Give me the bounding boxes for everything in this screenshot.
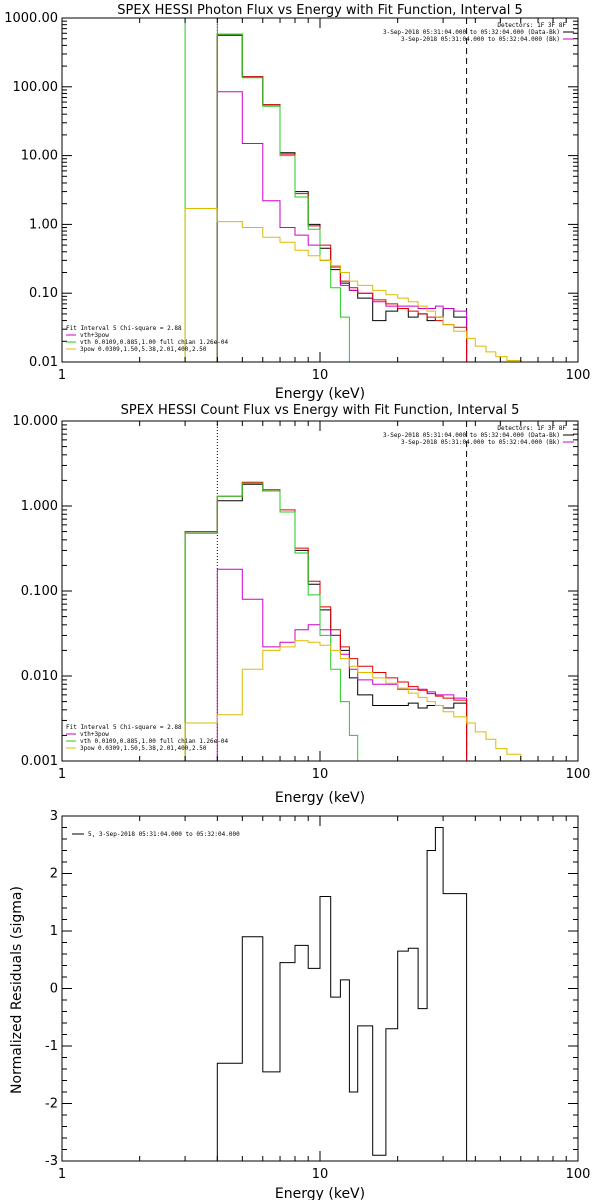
y-tick-label: 1.000 (21, 499, 58, 514)
x-tick-label: 10 (312, 767, 329, 782)
count-flux-x-axis-label: Energy (keV) (275, 790, 365, 806)
y-tick-label: 1000.00 (4, 11, 58, 26)
plot-area (184, 421, 539, 761)
y-tick-label: 0.01 (29, 355, 58, 370)
legend-entry-label: vth 0.0109,0.885,1.00 full chian 1.26e-0… (80, 738, 228, 745)
residuals-plot: 1 10 100 -3 -2 -1 0 1 2 3 5, 3-Sep-2018 05:31:04.0… (45, 809, 590, 1182)
y-tick-label: 0.001 (21, 754, 58, 769)
legend-top-entry-label: 3-Sep-2018 05:31:04.000 to 05:32:04.000 … (383, 432, 560, 439)
x-tick-label: 100 (566, 1167, 591, 1182)
series-residual (216, 827, 468, 1161)
legend-entry-label: 5, 3-Sep-2018 05:31:04.000 to 05:32:04.0… (88, 831, 240, 838)
x-tick-label: 100 (566, 767, 591, 782)
y-tick-label: -3 (45, 1154, 58, 1169)
x-tick-label: 1 (58, 368, 66, 383)
y-tick-label: 1 (50, 924, 58, 939)
series-vth (184, 482, 374, 761)
count-flux-panel: SPEX HESSI Count Flux vs Energy with Fit… (13, 403, 591, 806)
legend-entry-label: vth 0.0109,0.885,1.00 full chian 1.26e-0… (80, 339, 228, 346)
plot-area (216, 827, 468, 1161)
series-vth-3pow (184, 481, 468, 761)
legend-entry-label: vth+3pow (80, 731, 109, 738)
count-flux-title: SPEX HESSI Count Flux vs Energy with Fit… (121, 403, 520, 418)
y-tick-label: 0.100 (21, 584, 58, 599)
x-axis: 1 10 100 (58, 421, 591, 782)
fit-interval-label: Fit Interval 5 Chi-square = 2.88 (66, 724, 182, 731)
series-vth (216, 33, 350, 362)
y-tick-label: 100.00 (13, 80, 59, 95)
legend-entry-label: 3pow 0.0309,1.50,5.38,2.01,400,2.50 (80, 346, 207, 353)
y-tick-label: 0 (50, 982, 58, 997)
detectors-label: Detectors: 1F 3F 8F (497, 425, 566, 432)
y-axis: -3 -2 -1 0 1 2 3 (45, 809, 578, 1169)
x-axis: 1 10 100 (58, 18, 591, 383)
plot-area (184, 18, 522, 362)
photon-flux-title: SPEX HESSI Photon Flux vs Energy with Fi… (117, 3, 523, 18)
x-axis: 1 10 100 (58, 816, 591, 1182)
y-tick-label: 2 (50, 867, 58, 882)
legend-top-entry-label: 3-Sep-2018 05:31:04.000 to 05:32:04.000 … (383, 29, 560, 36)
series-3pow (184, 208, 522, 362)
photon-flux-panel: SPEX HESSI Photon Flux vs Energy with Fi… (4, 3, 590, 402)
y-tick-label: 3 (50, 809, 58, 824)
x-tick-label: 10 (312, 368, 329, 383)
y-tick-label: -1 (45, 1039, 58, 1054)
series-bk (216, 91, 468, 362)
count-flux-plot: 1 10 100 0.001 0.010 0.100 1.000 10.000 Detector… (13, 414, 591, 782)
y-tick-label: -2 (45, 1097, 58, 1112)
y-tick-label: 0.010 (21, 669, 58, 684)
legend-top-entry-label: 3-Sep-2018 05:31:04.000 to 05:32:04.000 … (401, 439, 560, 446)
y-tick-label: 10.00 (21, 149, 58, 164)
y-tick-label: 10.000 (13, 414, 59, 429)
x-tick-label: 1 (58, 1167, 66, 1182)
fit-interval-label: Fit Interval 5 Chi-square = 2.88 (66, 325, 182, 332)
y-tick-label: 0.10 (29, 286, 58, 301)
detectors-label: Detectors: 1F 3F 8F (497, 22, 566, 29)
x-tick-label: 10 (312, 1167, 329, 1182)
photon-flux-x-axis-label: Energy (keV) (275, 386, 365, 402)
photon-flux-plot: 1 10 100 0.01 0.10 1.00 10.00 100.00 1000.00 Dete… (4, 11, 590, 383)
x-tick-label: 1 (58, 767, 66, 782)
y-tick-label: 1.00 (29, 217, 58, 232)
residuals-panel: 1 10 100 -3 -2 -1 0 1 2 3 5, 3-Sep-2018 05:31:04.0… (9, 809, 590, 1200)
y-axis: 0.01 0.10 1.00 10.00 100.00 1000.00 (4, 11, 578, 370)
x-tick-label: 100 (566, 368, 591, 383)
legend-entry-label: 3pow 0.0309,1.50,5.38,2.01,400,2.50 (80, 745, 207, 752)
residuals-x-axis-label: Energy (keV) (275, 1186, 365, 1200)
legend-top-entry-label: 3-Sep-2018 05:31:04.000 to 05:32:04.000 … (401, 36, 560, 43)
residuals-y-axis-label: Normalized Residuals (sigma) (9, 886, 25, 1094)
y-axis: 0.001 0.010 0.100 1.000 10.000 (13, 414, 578, 769)
legend-entry-label: vth+3pow (80, 332, 109, 339)
series-3pow (184, 640, 539, 761)
